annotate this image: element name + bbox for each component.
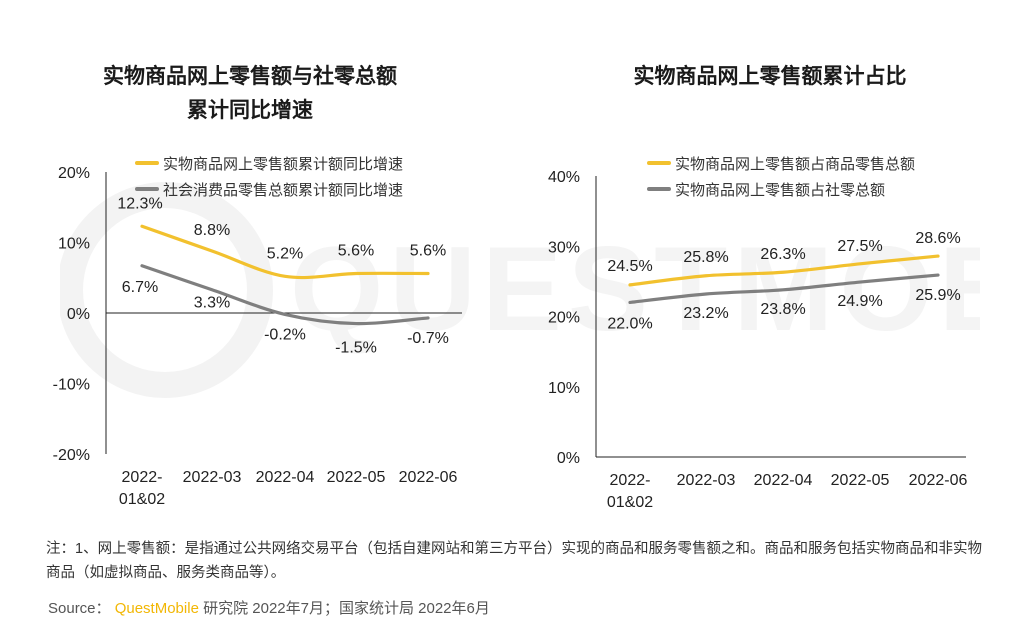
data-label: 27.5% — [837, 238, 882, 255]
x-tick-label: 2022-03 — [677, 472, 736, 489]
legend-item-share-retail: 实物商品网上零售额占社零总额 — [647, 176, 915, 202]
data-label: 25.8% — [683, 249, 728, 266]
legend-swatch-gray — [647, 187, 671, 191]
footnote: 注：1、网上零售额：是指通过公共网络交易平台（包括自建网站和第三方平台）实现的商… — [46, 541, 983, 581]
x-tick-label: 2022-06 — [399, 469, 458, 486]
left-title-line2: 累计同比增速 — [187, 99, 313, 122]
source-line: Source： QuestMobile 研究院 2022年7月；国家统计局 20… — [48, 597, 490, 618]
data-label: 23.2% — [683, 305, 728, 322]
data-label: -0.7% — [407, 330, 449, 347]
y-tick-label: 30% — [548, 239, 580, 256]
data-label: 22.0% — [607, 315, 652, 332]
left-title-line1: 实物商品网上零售额与社零总额 — [103, 65, 397, 88]
legend-label: 实物商品网上零售额累计额同比增速 — [163, 155, 404, 173]
legend-item-share-goods: 实物商品网上零售额占商品零售总额 — [647, 150, 915, 176]
legend-label: 实物商品网上零售额占社零总额 — [675, 181, 886, 199]
source-prefix: Source： — [48, 600, 111, 617]
y-tick-label: 10% — [58, 236, 90, 253]
data-label: 23.8% — [760, 301, 805, 318]
x-tick-label: 2022-03 — [183, 469, 242, 486]
data-label: -1.5% — [335, 340, 377, 357]
legend-swatch-gray — [135, 187, 159, 191]
data-label: 6.7% — [122, 279, 158, 296]
data-label: 28.6% — [915, 230, 960, 247]
y-tick-label: 0% — [67, 306, 90, 323]
left-legend: 实物商品网上零售额累计额同比增速 社会消费品零售总额累计额同比增速 — [135, 150, 403, 202]
x-tick-label: 2022-01&02 — [119, 469, 165, 508]
right-legend: 实物商品网上零售额占商品零售总额 实物商品网上零售额占社零总额 — [647, 150, 915, 202]
x-tick-label: 2022-04 — [256, 469, 315, 486]
y-tick-label: 0% — [557, 450, 580, 467]
x-tick-label: 2022-05 — [831, 472, 890, 489]
source-rest: 研究院 2022年7月；国家统计局 2022年6月 — [203, 600, 490, 617]
legend-item-retail-growth: 社会消费品零售总额累计额同比增速 — [135, 176, 403, 202]
data-label: 8.8% — [194, 222, 230, 239]
data-label: 3.3% — [194, 295, 230, 312]
y-tick-label: 10% — [548, 380, 580, 397]
legend-swatch-yellow — [647, 161, 671, 165]
y-tick-label: 40% — [548, 169, 580, 186]
data-label: 5.6% — [338, 243, 374, 260]
source-brand: QuestMobile — [114, 600, 199, 617]
left-chart-title: 实物商品网上零售额与社零总额 累计同比增速 — [60, 60, 440, 128]
data-label: 25.9% — [915, 287, 960, 304]
data-label: -0.2% — [264, 326, 306, 343]
x-tick-label: 2022-06 — [909, 472, 968, 489]
x-tick-label: 2022-04 — [754, 472, 813, 489]
legend-item-online-growth: 实物商品网上零售额累计额同比增速 — [135, 150, 403, 176]
y-tick-label: -10% — [53, 377, 90, 394]
y-tick-label: -20% — [53, 447, 90, 464]
legend-label: 实物商品网上零售额占商品零售总额 — [675, 155, 916, 173]
x-tick-label: 2022-05 — [327, 469, 386, 486]
y-tick-label: 20% — [58, 165, 90, 182]
data-label: 24.5% — [607, 258, 652, 275]
data-label: 12.3% — [117, 195, 162, 212]
y-tick-label: 20% — [548, 310, 580, 327]
data-label: 26.3% — [760, 246, 805, 263]
right-chart-title: 实物商品网上零售额累计占比 — [633, 65, 907, 88]
data-label: 24.9% — [837, 293, 882, 310]
legend-swatch-yellow — [135, 161, 159, 165]
data-label: 5.2% — [267, 245, 303, 262]
data-label: 5.6% — [410, 243, 446, 260]
legend-label: 社会消费品零售总额累计额同比增速 — [163, 181, 404, 199]
x-tick-label: 2022-01&02 — [607, 472, 653, 511]
